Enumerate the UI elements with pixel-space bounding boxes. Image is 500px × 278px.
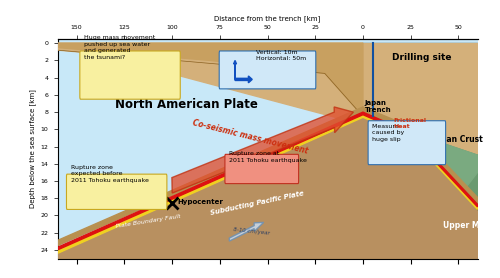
Text: Subducting Pacific Plate: Subducting Pacific Plate: [210, 191, 305, 217]
FancyBboxPatch shape: [368, 121, 446, 165]
Polygon shape: [58, 113, 478, 253]
FancyBboxPatch shape: [219, 51, 316, 89]
Polygon shape: [58, 43, 363, 116]
Text: Drilling site: Drilling site: [392, 53, 451, 63]
Polygon shape: [363, 43, 478, 56]
Polygon shape: [363, 116, 478, 259]
Text: Huge mass movement
pushed up sea water
and generated
the tsunami?: Huge mass movement pushed up sea water a…: [84, 35, 156, 60]
Text: Frictional
Heat: Frictional Heat: [394, 118, 426, 130]
FancyArrow shape: [234, 60, 236, 80]
Text: North American Plate: North American Plate: [115, 98, 258, 111]
Text: Hypocenter: Hypocenter: [178, 199, 224, 205]
Polygon shape: [363, 43, 478, 155]
Text: Rupture zone
expected before
2011 Tohoku earthquake: Rupture zone expected before 2011 Tohoku…: [71, 165, 148, 183]
Text: Co-seismic mass movement: Co-seismic mass movement: [191, 118, 308, 155]
FancyBboxPatch shape: [80, 51, 180, 99]
Text: 8-10 cm/year: 8-10 cm/year: [233, 227, 270, 236]
Text: Upper Mantle: Upper Mantle: [443, 221, 500, 230]
Polygon shape: [58, 107, 478, 246]
Text: caused by
huge slip: caused by huge slip: [372, 130, 405, 142]
FancyBboxPatch shape: [225, 154, 298, 183]
Text: Ocean Crust: Ocean Crust: [430, 135, 482, 144]
Polygon shape: [363, 116, 478, 259]
Text: Measure: Measure: [372, 125, 401, 130]
Polygon shape: [58, 118, 478, 259]
FancyArrow shape: [230, 222, 264, 241]
Polygon shape: [58, 43, 478, 155]
Text: Rupture zone at
2011 Tohoku earthquake: Rupture zone at 2011 Tohoku earthquake: [230, 152, 307, 163]
Y-axis label: Depth below the sea surface [km]: Depth below the sea surface [km]: [30, 89, 36, 208]
Text: Plate Boundary Fault: Plate Boundary Fault: [115, 214, 180, 229]
Text: Japan
Trench: Japan Trench: [365, 100, 392, 113]
Polygon shape: [58, 43, 363, 116]
Polygon shape: [440, 207, 478, 259]
FancyArrow shape: [172, 107, 354, 193]
Polygon shape: [58, 112, 478, 250]
FancyArrow shape: [235, 76, 252, 83]
Text: Vertical: 10m
Horizontal: 50m: Vertical: 10m Horizontal: 50m: [256, 50, 306, 61]
X-axis label: Distance from the trench [km]: Distance from the trench [km]: [214, 16, 320, 23]
FancyBboxPatch shape: [66, 174, 167, 209]
Polygon shape: [363, 43, 478, 86]
